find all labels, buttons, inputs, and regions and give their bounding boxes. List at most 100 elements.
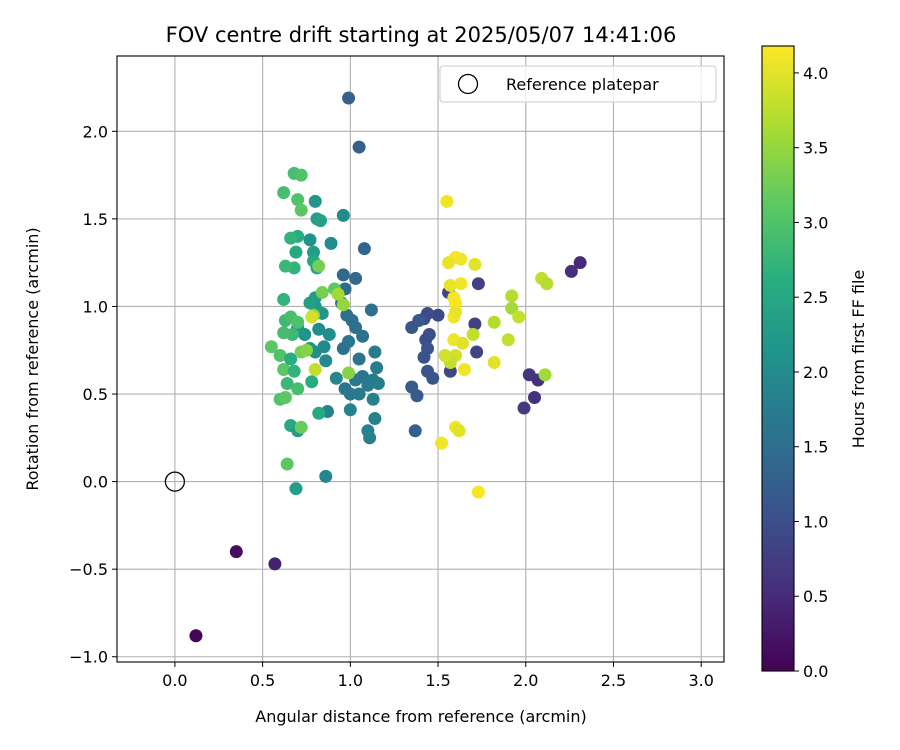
scatter-point (331, 287, 345, 301)
scatter-point (322, 327, 336, 341)
scatter-point (264, 340, 278, 354)
scatter-point (308, 363, 322, 377)
scatter-point (356, 329, 370, 343)
scatter-point (487, 356, 501, 370)
scatter-point (540, 277, 554, 291)
scatter-point (487, 315, 501, 329)
colorbar-tick-label: 1.0 (803, 512, 828, 531)
x-axis-label: Angular distance from reference (arcmin) (255, 707, 586, 726)
scatter-point (294, 420, 308, 434)
plot-frame (116, 55, 725, 663)
scatter-point (287, 364, 301, 378)
reference-platepar-marker (164, 471, 186, 492)
scatter-point (352, 387, 366, 401)
scatter-point (454, 252, 468, 266)
scatter-point (357, 242, 371, 256)
colorbar-gradient (762, 46, 794, 671)
scatter-point (329, 371, 343, 385)
y-axis-ticks: −1.0 −0.5 0.0 0.5 1.0 1.5 2.0 (69, 122, 117, 667)
scatter-point (342, 366, 356, 380)
scatter-point (440, 194, 454, 208)
scatter-point (352, 140, 366, 154)
scatter-point (512, 310, 526, 324)
scatter-point (468, 257, 482, 271)
scatter-point (280, 377, 294, 391)
scatter-point (336, 208, 350, 222)
scatter-point (370, 361, 384, 375)
colorbar-ticks: 0.0 0.5 1.0 1.5 2.0 2.5 3.0 3.5 4.0 (794, 64, 828, 681)
scatter-point (278, 391, 292, 405)
scatter-point (471, 277, 485, 291)
scatter-point (277, 292, 291, 306)
scatter-point (452, 424, 466, 438)
scatter-point (352, 352, 366, 366)
scatter-point (454, 277, 468, 291)
scatter-point (289, 482, 303, 496)
scatter-point (522, 368, 536, 382)
colorbar: 0.0 0.5 1.0 1.5 2.0 2.5 3.0 3.5 4.0 Hours from f… (761, 45, 868, 681)
scatter-point (431, 308, 445, 322)
scatter-point (505, 301, 519, 315)
reference-marker-group (164, 471, 186, 492)
colorbar-tick-label: 4.0 (803, 64, 828, 83)
colorbar-tick-label: 3.0 (803, 213, 828, 232)
y-tick-label: 2.0 (83, 122, 108, 141)
scatter-point (303, 233, 317, 247)
scatter-point (342, 334, 356, 348)
colorbar-tick-label: 3.5 (803, 139, 828, 158)
x-tick-label: 1.5 (425, 671, 450, 690)
scatter-point (426, 371, 440, 385)
scatter-point (343, 403, 357, 417)
scatter-point (305, 310, 319, 324)
scatter-point (435, 436, 449, 450)
scatter-point (319, 354, 333, 368)
scatter-point (291, 193, 305, 207)
scatter-point (363, 431, 377, 445)
scatter-point (449, 305, 463, 319)
x-tick-label: 2.5 (601, 671, 626, 690)
scatter-point (368, 412, 382, 426)
legend: Reference platepar (439, 65, 717, 103)
legend-box (439, 65, 717, 103)
scatter-point (412, 313, 426, 327)
scatter-point (277, 326, 291, 340)
scatter-point (364, 303, 378, 317)
scatter-point (289, 245, 303, 259)
scatter-point (278, 259, 292, 273)
scatter-point (284, 231, 298, 245)
scatter-point (564, 264, 578, 278)
scatter-point (342, 91, 356, 105)
scatter-point (273, 348, 287, 362)
scatter-point (349, 271, 363, 285)
scatter-point (505, 289, 519, 303)
scatter-point (291, 315, 305, 329)
scatter-point (280, 457, 294, 471)
x-tick-label: 2.0 (513, 671, 538, 690)
scatter-point (294, 168, 308, 182)
colorbar-tick-label: 0.0 (803, 662, 828, 681)
scatter-point (443, 278, 457, 292)
scatter-point (368, 345, 382, 359)
scatter-point (315, 285, 329, 299)
colorbar-label: Hours from first FF file (849, 270, 868, 449)
scatter-point (312, 259, 326, 273)
colorbar-tick-label: 0.5 (803, 587, 828, 606)
grid (117, 56, 724, 662)
scatter-point (466, 327, 480, 341)
scatter-point (277, 186, 291, 200)
data-points (189, 91, 587, 643)
scatter-point (456, 336, 470, 350)
scatter-point (189, 629, 203, 643)
scatter-point (371, 377, 385, 391)
scatter-point (442, 256, 456, 270)
colorbar-tick-label: 1.5 (803, 438, 828, 457)
colorbar-frame (761, 45, 795, 672)
y-tick-label: −1.0 (69, 648, 108, 667)
scatter-point (284, 352, 298, 366)
scatter-point (573, 256, 587, 270)
scatter-point (312, 406, 326, 420)
scatter-point (408, 424, 422, 438)
scatter-point (468, 317, 482, 331)
scatter-point (291, 382, 305, 396)
